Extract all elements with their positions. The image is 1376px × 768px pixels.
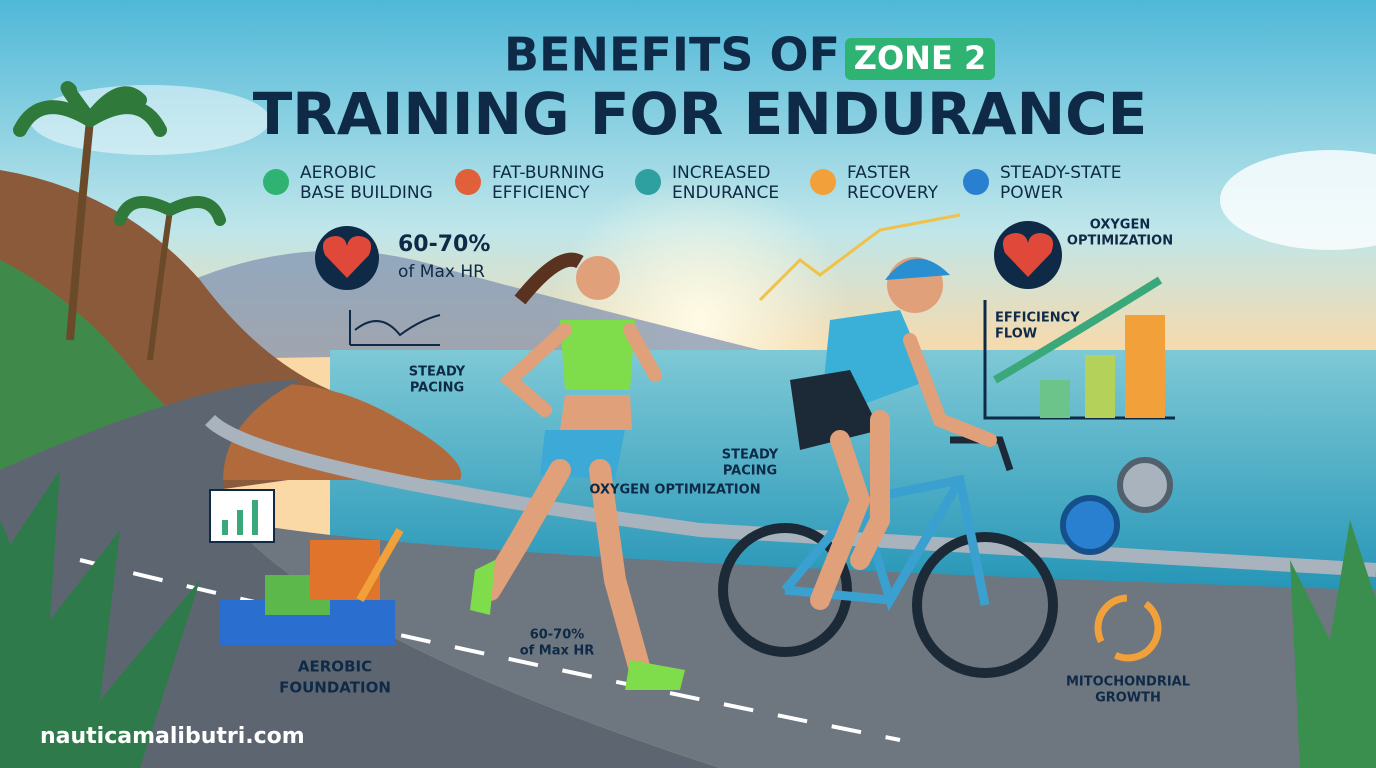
heart-caption: of Max HR [398, 262, 485, 282]
cyclist-leg [810, 430, 871, 610]
chart-bar [1040, 380, 1070, 418]
benefit-text: INCREASED [672, 163, 770, 183]
heart-value: 60-70% [398, 232, 490, 257]
benefit-text: FASTER [847, 163, 911, 183]
runner-shoe [470, 560, 495, 615]
runner-hair [514, 252, 584, 305]
benefit-text: STEADY-STATE [1000, 163, 1122, 183]
title-line: TRAINING FOR ENDURANCE [253, 80, 1148, 148]
scene-label: 60-70% [530, 628, 585, 643]
mini-chart [349, 310, 441, 346]
palm-trunk [66, 119, 94, 341]
rocks [200, 384, 462, 480]
cyclist-helmet [885, 258, 950, 280]
runner-torso [560, 395, 632, 430]
cyclist [718, 257, 1058, 678]
benefit-text: ENDURANCE [672, 183, 779, 203]
chart-bar [1085, 355, 1115, 418]
runner-leg [479, 459, 571, 601]
cycle-icon [1094, 594, 1162, 662]
scene-label: GROWTH [1095, 691, 1161, 706]
benefit-text: AEROBIC [300, 163, 376, 183]
scene-label: OPTIMIZATION [1067, 234, 1173, 249]
scene-label: FLOW [995, 327, 1037, 342]
benefit-icon [455, 169, 481, 195]
scene-label: of Max HR [520, 644, 595, 659]
scene-label: AEROBIC [298, 658, 372, 676]
runner-arm [499, 323, 572, 417]
heart-icon [322, 236, 372, 278]
runner-arm [623, 323, 662, 382]
runner-leg [589, 459, 651, 681]
road [230, 520, 1376, 768]
palm-leaves [13, 81, 167, 137]
scene-label: STEADY [722, 448, 779, 463]
title-badge [845, 38, 995, 80]
scene-label: OXYGEN OPTIMIZATION [589, 483, 760, 498]
bike-wheel [912, 532, 1058, 678]
benefit-icon [635, 169, 661, 195]
arrow [356, 528, 404, 602]
cyclist-shorts [790, 370, 880, 450]
scene-label: OXYGEN [1090, 218, 1150, 233]
runner [470, 252, 685, 690]
runner-top [560, 320, 635, 390]
benefit-text: FAT-BURNING [492, 163, 604, 183]
palm-trunk [147, 209, 173, 361]
benefit-text: POWER [1000, 183, 1063, 203]
cloud [1220, 150, 1376, 250]
cyclist-arm [903, 333, 997, 447]
bike-wheel [718, 523, 852, 657]
gear [1060, 495, 1120, 555]
benefit-text: EFFICIENCY [492, 183, 590, 203]
gear [1117, 457, 1173, 513]
benefit-text: RECOVERY [847, 183, 939, 203]
bike-handlebar [950, 436, 1014, 472]
title-line: BENEFITS OF [504, 28, 840, 82]
runner-head [576, 256, 620, 300]
plants [0, 470, 200, 768]
scene-label: PACING [410, 381, 464, 396]
scene-label: EFFICIENCY [995, 311, 1080, 326]
palm-leaves [114, 196, 226, 226]
cyclist-leg [850, 410, 890, 570]
trend-line [758, 213, 961, 302]
footer: nauticamalibutri.com [40, 724, 305, 749]
road [0, 380, 720, 768]
scene-label: FOUNDATION [279, 679, 391, 697]
title-badge-text: ZONE 2 [854, 39, 986, 77]
scene-label: MITOCHONDRIAL [1066, 675, 1190, 690]
benefit-text: BASE BUILDING [300, 183, 433, 203]
plants [1290, 520, 1376, 768]
heart-icon [1002, 233, 1054, 277]
benefit-icon [263, 169, 289, 195]
icon-chart-bars [222, 500, 258, 535]
trend-arrow [992, 276, 1163, 384]
labels: OXYGENOPTIMIZATIONSTEADYPACINGEFFICIENCY… [279, 218, 1190, 706]
scene-label: PACING [723, 464, 777, 479]
benefit-icon [963, 169, 989, 195]
scene-label: STEADY [409, 365, 466, 380]
benefit-icon [810, 169, 836, 195]
chart-bar [1125, 315, 1165, 418]
runner-shoe [625, 660, 685, 690]
